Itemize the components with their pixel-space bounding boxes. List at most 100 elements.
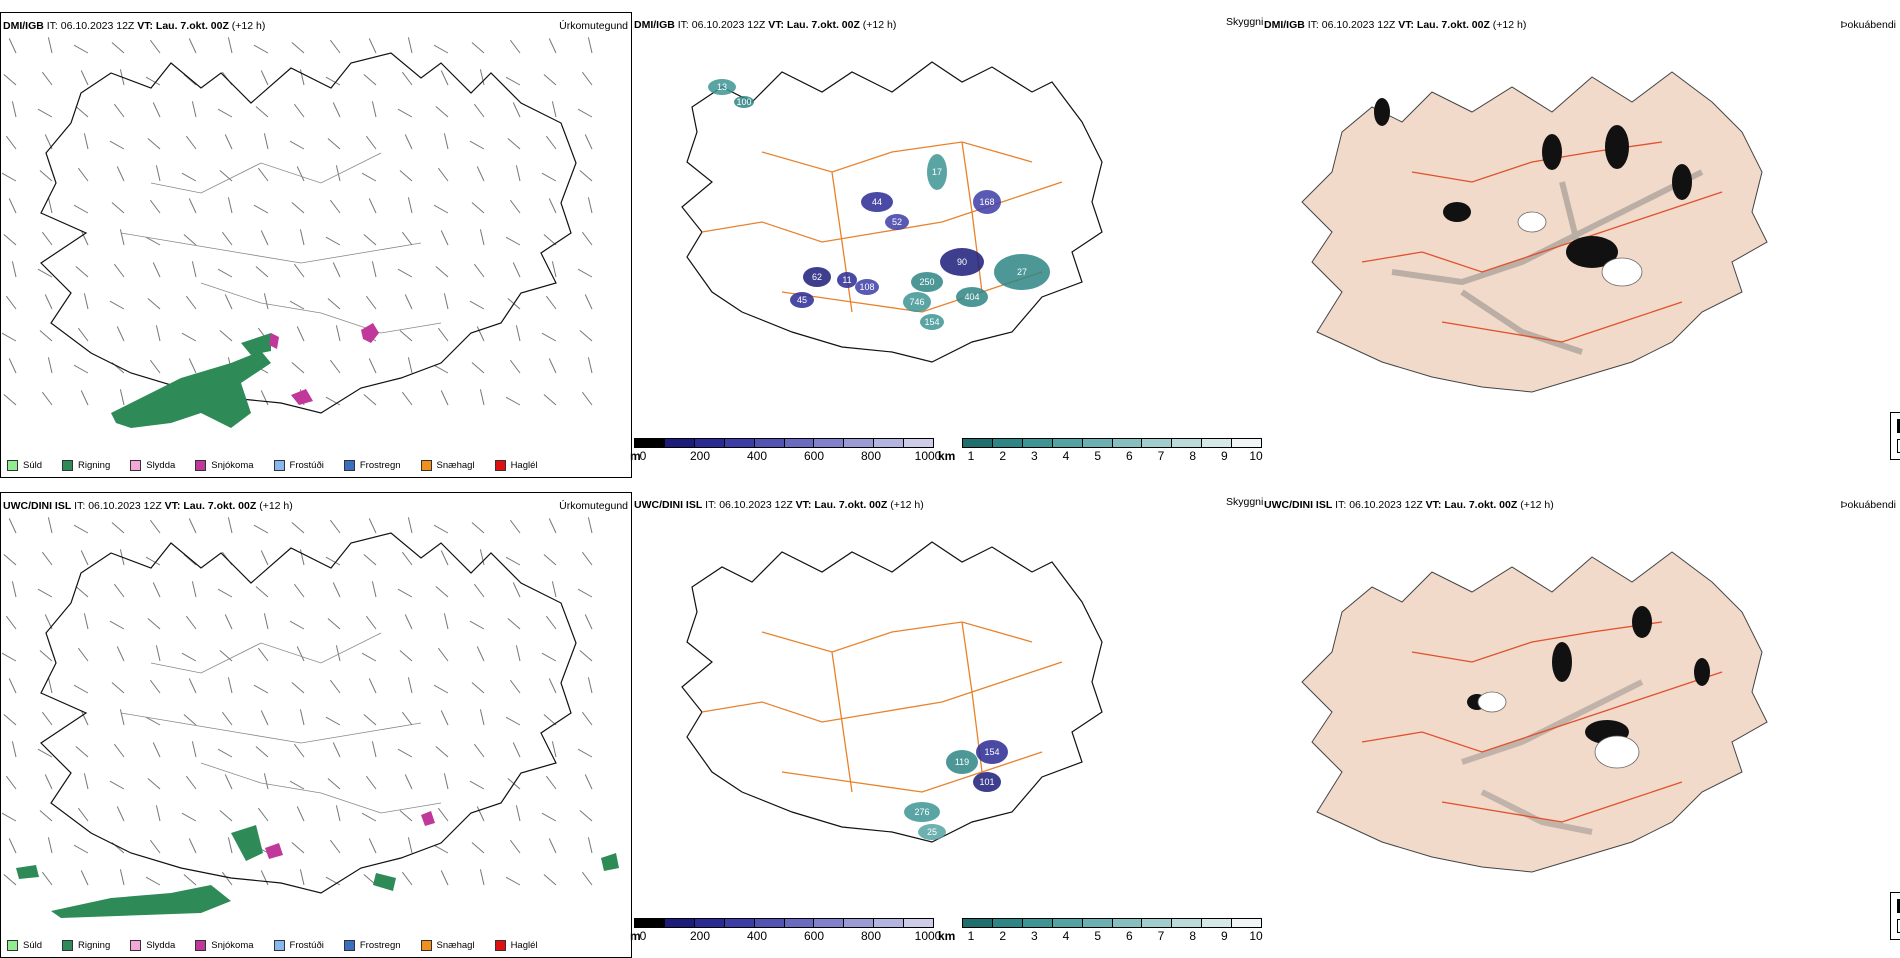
wind-barb	[3, 714, 17, 726]
colorbar-segment	[904, 439, 934, 447]
wind-barb	[473, 583, 485, 598]
wind-barb	[11, 261, 17, 278]
wind-barb	[296, 646, 305, 662]
wind-barb	[433, 364, 449, 374]
wind-barb	[255, 746, 269, 758]
wind-barb	[368, 38, 377, 54]
lead-time: (+12 h)	[862, 19, 897, 31]
visibility-panel: DMI/IGB IT: 06.10.2023 12Z VT: Lau. 7.ok…	[630, 12, 1263, 478]
fog-legend: 0 60	[1890, 892, 1900, 940]
wind-barb	[113, 103, 125, 118]
wind-barb	[191, 581, 197, 598]
wind-barb	[515, 805, 521, 822]
wind-barb	[299, 549, 305, 566]
wind-barb	[433, 844, 449, 854]
wind-barb	[512, 102, 521, 118]
wind-barb	[548, 678, 557, 694]
wind-barb	[399, 650, 413, 662]
legend-label: Haglél	[510, 460, 538, 471]
wind-barb	[291, 202, 305, 214]
wind-barb	[257, 167, 269, 182]
wind-barb	[437, 167, 449, 182]
fog-swatch-60	[1897, 919, 1900, 933]
wind-barb	[227, 37, 233, 54]
wind-barb	[473, 103, 485, 118]
wind-barb	[404, 614, 413, 630]
low-visibility-area	[837, 272, 857, 288]
colorbar-tick: 200	[689, 929, 711, 943]
ceiling-label: 250	[919, 277, 934, 287]
panel-header: DMI/IGB IT: 06.10.2023 12Z VT: Lau. 7.ok…	[3, 20, 265, 32]
ceiling-label: 62	[812, 272, 822, 282]
ceiling-label: 52	[892, 217, 902, 227]
wind-barb	[433, 204, 449, 214]
wind-barb	[289, 140, 305, 150]
wind-barb	[397, 268, 413, 278]
wind-barb	[512, 262, 521, 278]
ceiling-label: 119	[955, 757, 969, 767]
legend-label: Súld	[23, 460, 43, 471]
wind-barb	[191, 261, 197, 278]
wind-barb	[548, 838, 557, 854]
colorbar-segment	[844, 439, 875, 447]
wind-barb	[329, 39, 341, 54]
init-time: 06.10.2023 12Z	[719, 499, 793, 511]
wind-barb	[543, 874, 557, 886]
wind-barb	[155, 165, 161, 182]
low-visibility-area	[973, 772, 1001, 792]
legend-label: Slydda	[146, 940, 176, 951]
colorbar-segment	[1202, 439, 1233, 447]
colorbar-tick: 600	[803, 449, 825, 463]
colorbar-segment	[694, 439, 725, 447]
wind-barb	[116, 646, 125, 662]
precip-type-legend: Súld Rigning Slydda Snjókoma Frostúði Frostre…	[7, 460, 538, 471]
wind-barb	[479, 549, 485, 566]
wind-barb	[435, 746, 449, 758]
colorbar-segment	[992, 919, 1023, 927]
visibility-unit: km	[938, 449, 956, 463]
wind-barb	[152, 742, 161, 758]
colorbar-tick: 4	[1062, 449, 1070, 463]
visibility-map: 13 100 44 52 17 168 90 27 62 11 108 250 746 404 154 45	[681, 61, 1103, 363]
wind-barb	[469, 780, 485, 790]
precip-type-map	[1, 517, 619, 918]
wind-barb	[116, 806, 125, 822]
wind-barb	[473, 743, 485, 758]
wind-barb	[471, 682, 485, 694]
wind-barb	[219, 810, 233, 822]
colorbar-tick: 5	[1094, 929, 1101, 943]
wind-barb	[116, 166, 125, 182]
colorbar-segment	[1082, 439, 1113, 447]
colorbar-segment	[1172, 439, 1203, 447]
legend-swatch	[7, 940, 18, 951]
wind-barb	[543, 554, 557, 566]
colorbar-tick: 10	[1249, 449, 1263, 463]
ceiling-label: 168	[979, 197, 994, 207]
wind-barb	[80, 390, 89, 406]
wind-barb	[365, 295, 377, 310]
wind-barb	[44, 294, 53, 310]
wind-barb	[183, 714, 197, 726]
wind-barb	[147, 138, 161, 150]
visibility-panel: UWC/DINI ISL IT: 06.10.2023 12Z VT: Lau.…	[630, 492, 1263, 958]
wind-barb	[257, 647, 269, 662]
ceiling-label: 27	[1017, 267, 1027, 277]
valid-time: VT: Lau. 7.okt. 00Z	[768, 19, 860, 31]
wind-barb	[479, 229, 485, 246]
wind-barb	[325, 396, 341, 406]
low-visibility-area	[708, 79, 736, 95]
wind-barb	[335, 165, 341, 182]
wind-barb	[227, 517, 233, 534]
wind-barb	[443, 773, 449, 790]
colorbar-segment	[1232, 439, 1262, 447]
wind-barb	[363, 234, 377, 246]
wind-barb	[1, 812, 17, 822]
wind-barb	[329, 359, 341, 374]
wind-barb	[509, 359, 521, 374]
legend-swatch	[420, 460, 432, 471]
wind-barb	[325, 76, 341, 86]
wind-barb	[75, 106, 89, 118]
wind-barb	[227, 197, 233, 214]
colorbar-segment	[874, 439, 905, 447]
colorbar-tick: 0	[639, 929, 647, 943]
